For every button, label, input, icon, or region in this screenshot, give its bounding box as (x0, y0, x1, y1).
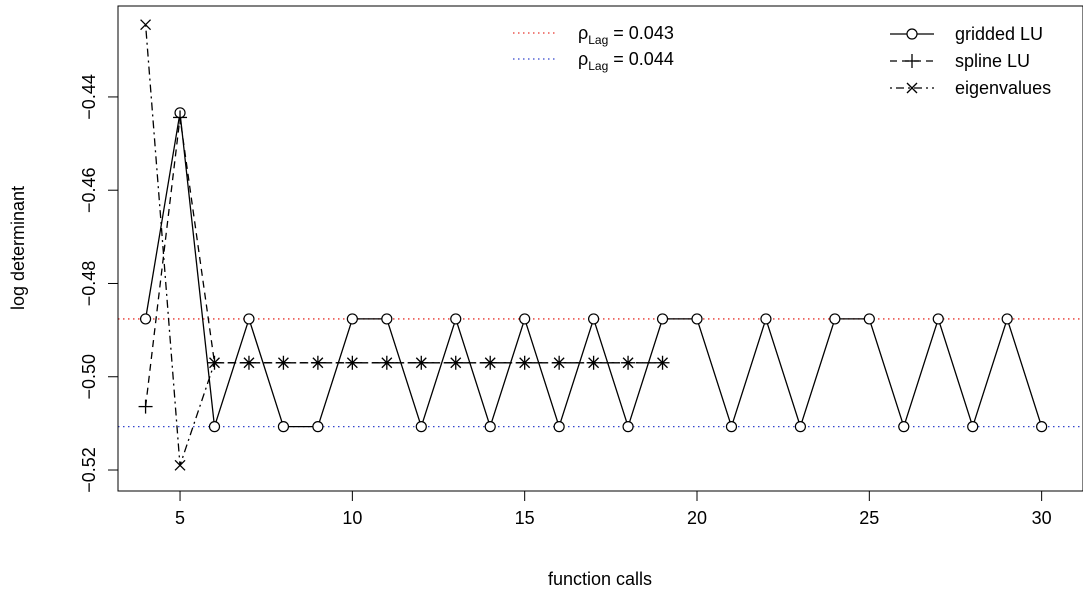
point-eigenvalues (209, 357, 220, 369)
legend-marker-gridded-lu (906, 28, 918, 40)
series-line-eigenvalues (144, 24, 663, 467)
legend-label-spline-lu: spline LU (955, 51, 1030, 71)
point-eigenvalues (415, 357, 427, 369)
point-gridded-lu (1036, 421, 1048, 433)
point-gridded-lu (829, 313, 841, 325)
point-gridded-lu (760, 313, 772, 325)
point-eigenvalues (312, 357, 324, 369)
point-gridded-lu (415, 421, 427, 433)
x-tick-label: 20 (687, 508, 707, 528)
point-gridded-lu (312, 421, 324, 433)
y-axis: −0.44 −0.46 −0.48 −0.50 −0.52 (79, 74, 119, 493)
point-eigenvalues (588, 357, 600, 369)
x-axis-label: function calls (548, 569, 652, 589)
series-line-gridded-lu (144, 112, 1043, 428)
point-eigenvalues (140, 19, 152, 31)
point-eigenvalues (381, 357, 393, 369)
point-gridded-lu (863, 313, 875, 325)
ref-legend-label-1: ρLag = 0.043 (578, 23, 674, 47)
legend-marker-eigenvalues (906, 82, 918, 94)
point-gridded-lu (622, 421, 634, 433)
y-tick-label: −0.46 (79, 167, 99, 213)
point-spline-lu (173, 110, 188, 125)
point-eigenvalues (622, 357, 634, 369)
x-tick-label: 5 (175, 508, 185, 528)
y-tick-label: −0.44 (79, 74, 99, 120)
point-gridded-lu (243, 313, 255, 325)
point-gridded-lu (484, 421, 496, 433)
x-tick-label: 30 (1032, 508, 1052, 528)
point-gridded-lu (691, 313, 703, 325)
legend-label-eigenvalues: eigenvalues (955, 78, 1051, 98)
point-eigenvalues (484, 357, 496, 369)
x-tick-label: 10 (342, 508, 362, 528)
series-markers (138, 19, 1048, 471)
reference-lines (118, 318, 1083, 428)
point-gridded-lu (277, 421, 290, 433)
point-eigenvalues (243, 357, 255, 369)
point-spline-lu (138, 399, 153, 414)
point-gridded-lu (139, 313, 152, 325)
point-gridded-lu (450, 313, 462, 325)
legend-label-gridded-lu: gridded LU (955, 24, 1043, 44)
x-tick-label: 15 (515, 508, 535, 528)
point-eigenvalues (174, 459, 186, 471)
point-eigenvalues (657, 357, 668, 369)
point-gridded-lu (794, 421, 806, 433)
point-gridded-lu (656, 313, 669, 325)
plot-frame (117, 5, 1083, 492)
point-gridded-lu (346, 313, 358, 325)
legend-marker-spline-lu (905, 54, 919, 68)
x-tick-label: 25 (859, 508, 879, 528)
point-eigenvalues (277, 357, 289, 369)
y-axis-label: log determinant (8, 186, 28, 310)
ref-legend-label-2: ρLag = 0.044 (578, 49, 674, 73)
point-gridded-lu (932, 313, 944, 325)
point-eigenvalues (450, 357, 462, 369)
y-tick-label: −0.52 (79, 447, 99, 493)
y-tick-label: −0.50 (79, 354, 99, 400)
point-gridded-lu (725, 421, 738, 433)
point-eigenvalues (519, 357, 531, 369)
point-gridded-lu (1001, 313, 1013, 325)
point-eigenvalues (553, 357, 565, 369)
point-eigenvalues (346, 357, 358, 369)
point-gridded-lu (967, 421, 979, 433)
y-tick-label: −0.48 (79, 261, 99, 307)
x-axis: 5 10 15 20 25 30 (175, 490, 1052, 528)
series-legend: gridded LU spline LU eigenvalues (890, 24, 1051, 98)
point-gridded-lu (898, 421, 910, 433)
point-gridded-lu (553, 421, 565, 433)
point-gridded-lu (208, 421, 221, 433)
point-gridded-lu (381, 313, 393, 325)
point-gridded-lu (519, 313, 531, 325)
point-gridded-lu (588, 313, 600, 325)
series-lines (144, 24, 1043, 467)
